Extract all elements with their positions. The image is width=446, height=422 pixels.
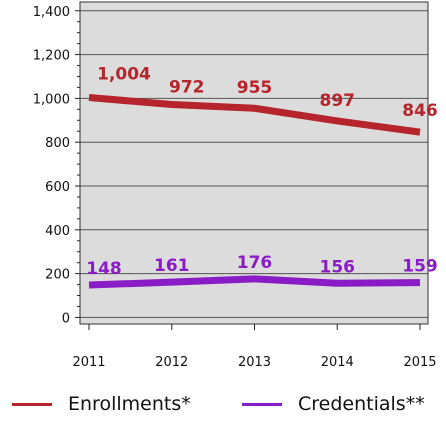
data-label: 846	[402, 101, 438, 121]
x-tick-label: 2013	[238, 355, 271, 370]
data-labels: 1,004 972 955 897 846 148 161 176 156 159	[86, 65, 438, 280]
axes	[75, 1, 429, 330]
data-label: 159	[402, 257, 438, 277]
plot-area	[80, 2, 428, 324]
y-tick-label: 1,200	[33, 49, 70, 64]
data-label: 148	[86, 259, 122, 279]
y-tick-label: 400	[45, 224, 70, 239]
tick-labels: 0 200 400 600 800 1,000 1,200 1,400 2011 2012 2013…	[33, 5, 437, 370]
legend-swatch-credentials	[242, 402, 282, 406]
legend: Enrollments* Credentials**	[0, 393, 446, 422]
legend-label-enrollments: Enrollments*	[68, 393, 191, 415]
y-tick-label: 200	[45, 268, 70, 283]
data-label: 955	[237, 78, 273, 98]
x-tick-label: 2012	[155, 355, 188, 370]
series-line-credentials	[88, 275, 421, 289]
legend-item-enrollments: Enrollments*	[12, 393, 191, 415]
legend-label-credentials: Credentials**	[298, 393, 425, 415]
y-tick-label: 800	[45, 136, 70, 151]
legend-item-credentials: Credentials**	[242, 393, 425, 415]
series-lines	[88, 94, 421, 289]
y-tick-label: 1,400	[33, 5, 70, 20]
gridlines	[80, 10, 428, 318]
data-label: 972	[169, 78, 205, 98]
data-label: 156	[320, 257, 356, 277]
data-label: 176	[237, 253, 273, 273]
line-chart: 0 200 400 600 800 1,000 1,200 1,400 2011 2012 2013…	[33, 1, 438, 370]
y-tick-label: 600	[45, 180, 70, 195]
x-tick-label: 2011	[72, 355, 105, 370]
legend-swatch-enrollments	[12, 402, 52, 406]
x-tick-label: 2015	[403, 355, 436, 370]
data-label: 897	[320, 91, 356, 111]
x-tick-label: 2014	[321, 355, 354, 370]
y-tick-label: 1,000	[33, 92, 70, 107]
data-label: 161	[154, 256, 190, 276]
y-tick-label: 0	[62, 311, 70, 326]
data-label: 1,004	[97, 65, 151, 85]
series-line-enrollments	[88, 94, 421, 136]
